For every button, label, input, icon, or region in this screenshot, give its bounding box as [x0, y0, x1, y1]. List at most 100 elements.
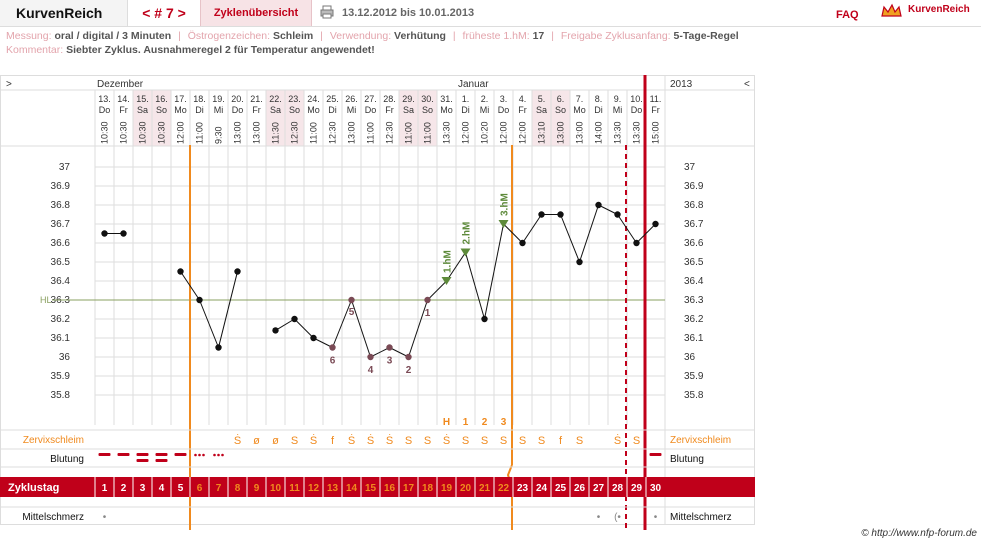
- temp-point: [291, 315, 298, 323]
- row-label-pain: Mittelschmerz: [22, 512, 84, 523]
- temp-point: [215, 344, 222, 351]
- low-count-label: 2: [406, 365, 412, 376]
- low-count-label: 6: [330, 356, 336, 367]
- day-time: 13:30: [632, 121, 642, 144]
- temp-segment: [446, 252, 466, 282]
- day-weekday: Do: [99, 105, 111, 115]
- day-date: 15.: [136, 94, 149, 104]
- row-label-pain-right: Mittelschmerz: [670, 512, 732, 523]
- mucus-mark: Ṡ: [310, 434, 317, 447]
- cycle-day-number: 23: [517, 483, 529, 494]
- day-date: 22.: [269, 94, 282, 104]
- bleeding-mark: [98, 453, 111, 456]
- cycle-day-number: 11: [289, 483, 300, 494]
- cycle-day-number: 5: [178, 483, 184, 494]
- day-time: 10:20: [480, 121, 490, 144]
- day-weekday: So: [156, 105, 167, 115]
- cycle-day-number: 26: [574, 483, 586, 494]
- brand-title[interactable]: KurvenReich: [0, 0, 128, 26]
- temp-point: [557, 211, 564, 218]
- bleeding-mark: [117, 453, 130, 456]
- mucus-mark: Ṡ: [386, 434, 393, 447]
- crown-logo-icon[interactable]: [880, 2, 980, 22]
- day-time: 13:30: [613, 121, 623, 144]
- row-label-mucus-right: Zervixschleim: [670, 435, 731, 446]
- mucus-mark: S: [633, 435, 640, 447]
- tab-zyklenuebersicht[interactable]: Zyklenübersicht: [200, 0, 312, 26]
- temp-point: [614, 211, 621, 218]
- day-time: 12:00: [461, 121, 471, 144]
- temp-point: [272, 327, 279, 334]
- cycle-day-number: 1: [102, 483, 108, 494]
- verwendung-value: Verhütung: [394, 30, 446, 42]
- day-weekday: Di: [328, 105, 337, 115]
- weekend-column: [532, 90, 551, 146]
- ytick-left: 36.9: [51, 181, 71, 192]
- oestrogen-value: Schleim: [272, 30, 314, 42]
- day-date: 16.: [155, 94, 168, 104]
- row-label-bleeding: Blutung: [50, 454, 84, 465]
- weekend-column: [266, 90, 285, 146]
- day-weekday: So: [289, 105, 300, 115]
- messung-value: oral / digital / 3 Minuten: [54, 30, 172, 42]
- day-time: 13:00: [575, 121, 585, 144]
- mucus-mark: Ṡ: [367, 434, 374, 447]
- day-date: 10.: [630, 94, 643, 104]
- day-date: 1.: [462, 94, 470, 104]
- low-count-label: 1: [425, 308, 431, 319]
- day-date: 17.: [174, 94, 187, 104]
- kommentar-value: Siebter Zyklus. Ausnahmeregel 2 für Temp…: [66, 44, 375, 56]
- ytick-right: 36.6: [684, 238, 704, 249]
- nav-right: <: [744, 79, 750, 90]
- day-weekday: So: [422, 105, 433, 115]
- hm-marker: [460, 248, 471, 257]
- top-bar: KurvenReich < # 7 > Zyklenübersicht 13.1…: [0, 0, 981, 27]
- day-date: 25.: [326, 94, 339, 104]
- day-weekday: Mo: [307, 105, 320, 115]
- meta-line-2: Kommentar: Siebter Zyklus. Ausnahmeregel…: [6, 44, 375, 56]
- day-date: 6.: [557, 94, 565, 104]
- ytick-right: 36.4: [684, 276, 704, 287]
- cycle-day-number: 12: [308, 483, 320, 494]
- day-time: 11:00: [423, 122, 433, 144]
- day-date: 5.: [538, 94, 546, 104]
- day-weekday: Fr: [651, 105, 660, 115]
- hm-marker: [441, 277, 452, 285]
- printer-icon[interactable]: [320, 5, 334, 19]
- temp-point: [348, 296, 355, 304]
- faq-link[interactable]: FAQ: [836, 9, 859, 21]
- low-count-label: 5: [349, 307, 355, 318]
- day-date: 30.: [421, 94, 434, 104]
- day-date: 29.: [402, 94, 415, 104]
- chart-frame: [0, 75, 755, 525]
- cycle-day-number: 8: [235, 483, 241, 494]
- cycle-day-number: 19: [441, 483, 453, 494]
- day-time: 13:30: [442, 121, 452, 144]
- cycle-day-number: 21: [479, 483, 491, 494]
- day-time: 10:30: [157, 121, 167, 144]
- day-weekday: Do: [498, 105, 510, 115]
- logo-text: KurvenReich: [908, 4, 970, 15]
- fertile-end-line-low: [506, 464, 513, 530]
- day-time: 12:00: [176, 121, 186, 144]
- day-weekday: Do: [232, 105, 244, 115]
- day-date: 7.: [576, 94, 584, 104]
- cycle-nav[interactable]: < # 7 >: [142, 5, 186, 21]
- temp-segment: [636, 223, 656, 244]
- year-label: 2013: [670, 79, 693, 90]
- temp-segment: [598, 204, 618, 215]
- temp-segment: [522, 214, 542, 244]
- hm-marker: [498, 220, 509, 228]
- ytick-right: 36.8: [684, 200, 704, 211]
- temp-point: [310, 334, 317, 342]
- ytick-right: 37: [684, 162, 696, 173]
- day-date: 4.: [519, 94, 527, 104]
- cycle-day-number: 29: [631, 483, 643, 494]
- ytick-left: 35.9: [51, 371, 71, 382]
- day-date: 19.: [212, 94, 225, 104]
- temp-segment: [465, 252, 485, 320]
- day-date: 11.: [650, 94, 662, 104]
- day-weekday: Di: [195, 105, 204, 115]
- cycle-day-number: 9: [254, 483, 260, 494]
- mucus-mark: Ṡ: [614, 434, 621, 447]
